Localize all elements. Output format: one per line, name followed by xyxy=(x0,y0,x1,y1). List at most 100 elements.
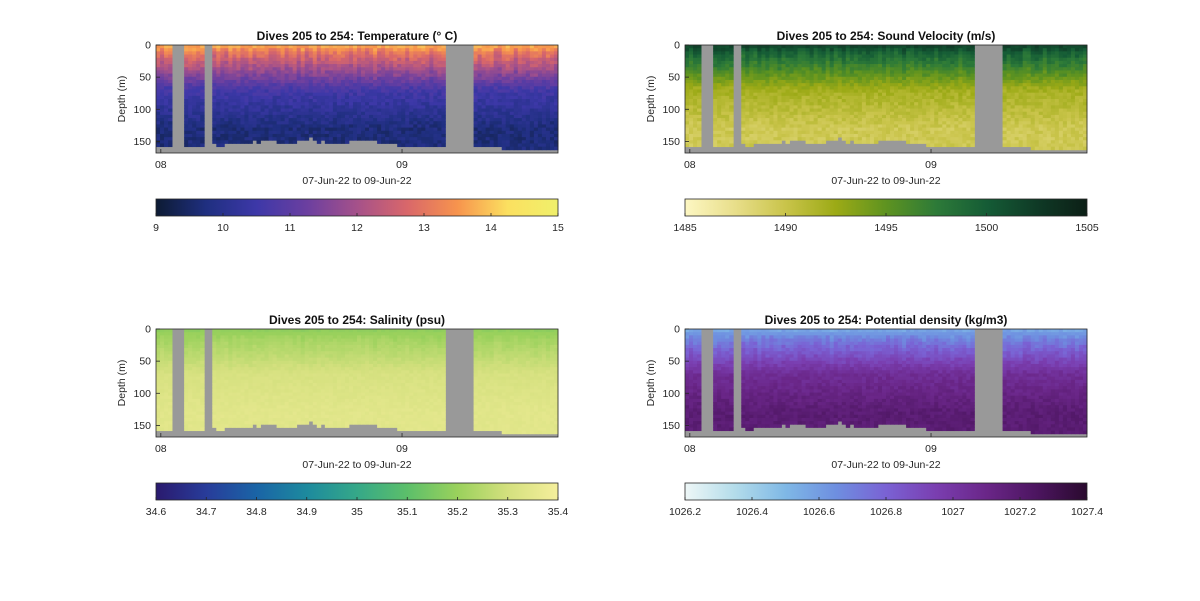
heatmap-cell xyxy=(914,79,919,84)
heatmap-cell xyxy=(934,124,939,128)
heatmap-cell xyxy=(890,51,895,55)
heatmap-cell xyxy=(813,67,819,71)
heatmap-cell xyxy=(926,76,931,81)
heatmap-cell xyxy=(425,64,430,68)
heatmap-cell xyxy=(361,130,366,135)
heatmap-cell xyxy=(809,51,815,55)
heatmap-cell xyxy=(361,92,366,97)
heatmap-cell xyxy=(361,76,366,81)
heatmap-cell xyxy=(930,124,935,128)
heatmap-cell xyxy=(902,108,907,113)
heatmap-cell xyxy=(168,83,173,87)
heatmap-cell xyxy=(954,51,959,55)
heatmap-cell xyxy=(485,51,491,55)
heatmap-cell xyxy=(890,86,895,90)
heatmap-cell xyxy=(861,83,867,87)
heatmap-cell xyxy=(721,51,726,55)
heatmap-cell xyxy=(809,54,815,59)
heatmap-cell xyxy=(914,57,919,62)
heatmap-cell xyxy=(765,111,770,116)
heatmap-cell xyxy=(869,60,875,65)
heatmap-cell xyxy=(224,51,229,55)
heatmap-cell xyxy=(220,95,225,100)
heatmap-cell xyxy=(421,130,426,135)
heatmap-cell xyxy=(793,89,798,94)
heatmap-cell xyxy=(938,105,943,109)
heatmap-cell xyxy=(401,114,406,119)
heatmap-cell xyxy=(946,92,951,97)
heatmap-cell xyxy=(525,114,531,119)
heatmap-cell xyxy=(357,124,362,128)
heatmap-cell xyxy=(922,127,927,132)
heatmap-cell xyxy=(769,111,774,116)
heatmap-cell xyxy=(894,83,899,87)
heatmap-cell xyxy=(340,89,346,94)
heatmap-cell xyxy=(308,54,314,59)
heatmap-cell xyxy=(902,118,907,122)
heatmap-cell xyxy=(757,83,762,87)
heatmap-cell xyxy=(256,102,261,106)
heatmap-cell xyxy=(813,45,819,49)
heatmap-cell xyxy=(861,79,867,84)
heatmap-cell xyxy=(865,60,871,65)
heatmap-cell xyxy=(902,102,907,106)
heatmap-cell xyxy=(477,95,483,100)
heatmap-cell xyxy=(164,76,169,81)
heatmap-cell xyxy=(405,118,410,122)
heatmap-cell xyxy=(1014,57,1020,62)
heatmap-cell xyxy=(292,140,298,144)
heatmap-cell xyxy=(930,89,935,94)
heatmap-cell xyxy=(477,143,483,148)
heatmap-cell xyxy=(300,57,306,62)
heatmap-cell xyxy=(393,124,398,128)
heatmap-cell xyxy=(433,124,438,128)
heatmap-cell xyxy=(1006,54,1012,59)
heatmap-cell xyxy=(849,89,855,94)
heatmap-cell xyxy=(272,89,277,94)
heatmap-cell xyxy=(725,111,730,116)
heatmap-cell xyxy=(244,108,249,113)
heatmap-cell xyxy=(525,79,531,84)
heatmap-cell xyxy=(717,95,722,100)
heatmap-cell xyxy=(529,133,535,138)
heatmap-cell xyxy=(729,70,734,74)
heatmap-cell xyxy=(946,133,951,138)
heatmap-cell xyxy=(873,102,879,106)
heatmap-cell xyxy=(336,111,342,116)
heatmap-cell xyxy=(389,83,394,87)
heatmap-cell xyxy=(894,60,899,65)
heatmap-cell xyxy=(280,92,286,97)
heatmap-cell xyxy=(292,48,298,52)
heatmap-cell xyxy=(545,111,551,116)
heatmap-cell xyxy=(501,73,507,78)
heatmap-cell xyxy=(168,57,173,62)
heatmap-cell xyxy=(761,86,766,90)
heatmap-cell xyxy=(501,64,507,68)
heatmap-cell xyxy=(757,64,762,68)
heatmap-cell xyxy=(517,86,523,90)
heatmap-cell xyxy=(389,57,394,62)
heatmap-cell xyxy=(745,70,750,74)
heatmap-cell xyxy=(513,121,519,125)
heatmap-cell xyxy=(477,108,483,113)
heatmap-cell xyxy=(188,130,193,135)
heatmap-cell xyxy=(910,108,915,113)
heatmap-cell xyxy=(413,45,418,49)
heatmap-cell xyxy=(312,130,318,135)
heatmap-cell xyxy=(1010,45,1016,49)
heatmap-cell xyxy=(236,83,241,87)
heatmap-cell xyxy=(841,51,847,55)
heatmap-cell xyxy=(425,124,430,128)
heatmap-cell xyxy=(409,67,414,71)
heatmap-cell xyxy=(765,105,770,109)
heatmap-cell xyxy=(192,89,197,94)
heatmap-cell xyxy=(805,70,811,74)
heatmap-cell xyxy=(437,83,442,87)
heatmap-cell xyxy=(312,54,318,59)
heatmap-cell xyxy=(312,89,318,94)
heatmap-cell xyxy=(292,57,298,62)
heatmap-cell xyxy=(509,133,515,138)
heatmap-cell xyxy=(693,67,698,71)
heatmap-cell xyxy=(898,45,903,49)
heatmap-cell xyxy=(693,54,698,59)
